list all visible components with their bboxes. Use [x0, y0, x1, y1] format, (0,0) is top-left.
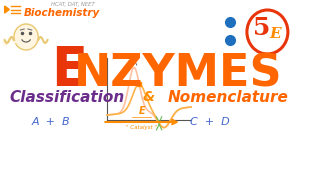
Text: NZYMES: NZYMES: [74, 53, 282, 96]
Circle shape: [14, 24, 38, 50]
Text: Classification: Classification: [9, 89, 124, 105]
Polygon shape: [5, 6, 9, 13]
Text: E: E: [51, 44, 87, 96]
Text: E: E: [138, 106, 145, 116]
Text: A  +  B: A + B: [32, 117, 70, 127]
Text: E: E: [269, 27, 281, 41]
Text: " Catalyst ": " Catalyst ": [126, 125, 157, 130]
Text: Biochemistry: Biochemistry: [23, 8, 100, 18]
Text: Nomenclature: Nomenclature: [168, 89, 289, 105]
Text: 5: 5: [253, 16, 270, 40]
Text: HCAT, DAT, NEET: HCAT, DAT, NEET: [51, 2, 95, 7]
Text: C  +  D: C + D: [190, 117, 229, 127]
Text: &: &: [143, 90, 155, 104]
